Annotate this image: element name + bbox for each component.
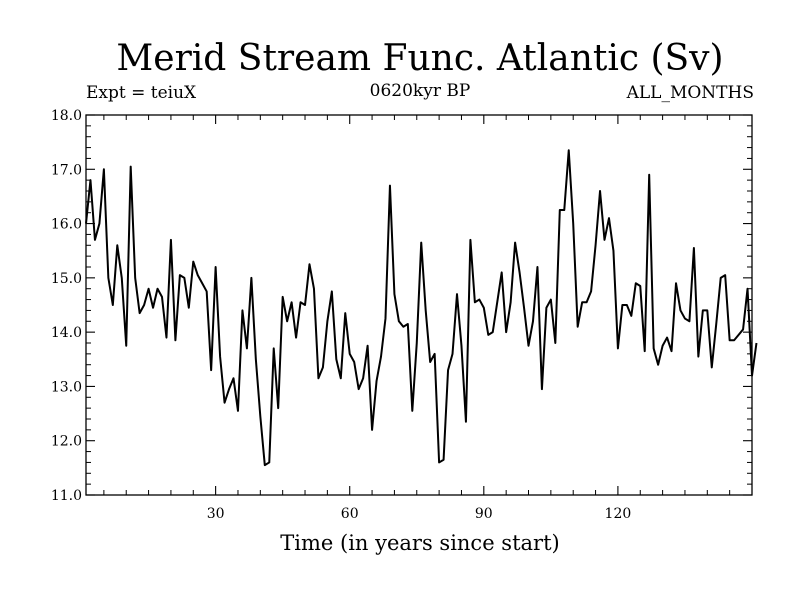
chart-title: Merid Stream Func. Atlantic (Sv) (116, 38, 723, 79)
x-tick-label: 120 (605, 506, 632, 522)
x-axis-label: Time (in years since start) (280, 531, 559, 555)
months-label: ALL_MONTHS (626, 83, 754, 103)
x-axis: 30 60 90 120 (103, 115, 731, 522)
period-label: 0620kyr BP (370, 81, 471, 101)
x-tick-label: 30 (207, 506, 225, 522)
y-tick-label: 12.0 (51, 434, 82, 450)
y-tick-label: 11.0 (51, 488, 82, 504)
x-tick-label: 90 (475, 506, 493, 522)
series-layer (85, 149, 758, 467)
y-axis: 11.0 12.0 13.0 14.0 15.0 16.0 17.0 18.0 (51, 108, 752, 504)
y-tick-label: 17.0 (51, 162, 82, 178)
y-tick-label: 13.0 (51, 379, 82, 395)
y-tick-label: 16.0 (51, 217, 82, 233)
y-tick-label: 15.0 (51, 271, 82, 287)
plot-frame (85, 114, 753, 496)
y-tick-label: 18.0 (51, 108, 82, 124)
y-tick-label: 14.0 (51, 325, 82, 341)
series-line (85, 149, 758, 467)
experiment-label: Expt = teiuX (86, 83, 197, 103)
x-tick-label: 60 (341, 506, 359, 522)
